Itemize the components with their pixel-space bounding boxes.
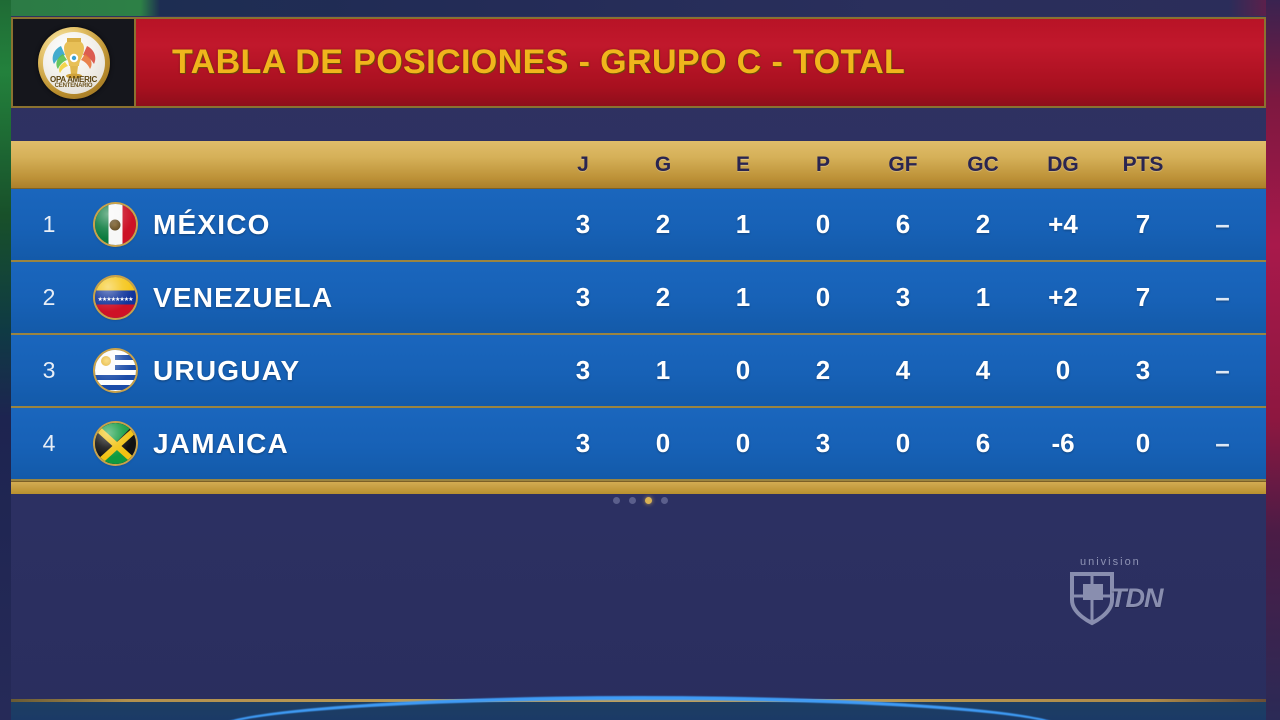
stat-p: 0 — [815, 209, 831, 239]
th-e: E — [735, 152, 750, 176]
univision-wordmark: univision — [1080, 556, 1141, 568]
pager-dot-1[interactable] — [612, 497, 620, 504]
header-banner: OPA AMERIC CENTENARIO TABLA DE POSICIONE… — [11, 17, 1266, 108]
table-bottom-bar — [11, 481, 1266, 494]
stat-p: 3 — [815, 428, 831, 458]
stat-gc: 1 — [975, 282, 991, 312]
stat-j: 3 — [575, 355, 591, 385]
th-pts: PTS — [1122, 152, 1164, 176]
pager-dot-3[interactable] — [644, 497, 652, 504]
flag-uruguay-icon — [94, 350, 136, 391]
th-g: G — [654, 152, 672, 176]
row-position: 2 — [42, 284, 56, 310]
stat-g: 1 — [655, 355, 671, 385]
stat-gf: 0 — [895, 428, 911, 458]
pager-dot-4[interactable] — [660, 497, 668, 504]
stat-g: 2 — [655, 282, 671, 312]
pager-dot-2[interactable] — [628, 497, 636, 504]
th-p: P — [815, 152, 830, 176]
row-position: 1 — [42, 211, 56, 237]
table-row[interactable]: 2 ★★★★★★★★ VENEZUELA 3 2 1 0 3 1 +2 7 – — [11, 262, 1266, 335]
flag-mexico-icon — [94, 204, 136, 245]
flag-jamaica-icon — [94, 423, 136, 464]
stat-pts: 7 — [1135, 282, 1151, 312]
flag-venezuela-icon: ★★★★★★★★ — [94, 277, 136, 318]
team-name: VENEZUELA — [153, 281, 334, 313]
stat-pts: 0 — [1135, 428, 1151, 458]
trophy-icon — [52, 37, 95, 78]
tournament-logo-box: OPA AMERIC CENTENARIO — [11, 17, 134, 108]
stat-pts: 7 — [1135, 209, 1151, 239]
table-row[interactable]: 4 JAMAICA 3 0 0 3 0 6 -6 0 – — [11, 408, 1266, 481]
stat-g: 2 — [655, 209, 671, 239]
top-edge-strip — [0, 0, 1280, 16]
stat-gc: 2 — [975, 209, 991, 239]
copa-america-centenario-logo: OPA AMERIC CENTENARIO — [37, 26, 110, 99]
stat-p: 2 — [815, 355, 831, 385]
stat-e: 0 — [735, 355, 751, 385]
stat-j: 3 — [575, 209, 591, 239]
stat-extra: – — [1215, 428, 1230, 458]
tdn-wordmark: TDN — [1110, 582, 1163, 613]
left-edge-strip — [0, 0, 11, 720]
stat-extra: – — [1215, 355, 1230, 385]
team-name: JAMAICA — [153, 427, 289, 459]
stat-gc: 6 — [975, 428, 991, 458]
page-title: TABLA DE POSICIONES - GRUPO C - TOTAL — [172, 43, 906, 81]
stat-j: 3 — [575, 428, 591, 458]
stat-g: 0 — [655, 428, 671, 458]
stat-dg: -6 — [1051, 428, 1075, 458]
th-dg: DG — [1047, 152, 1079, 176]
table-row[interactable]: 3 URUGUAY 3 1 0 2 4 4 0 3 – — [11, 335, 1266, 408]
team-name: MÉXICO — [153, 208, 271, 240]
row-position: 4 — [42, 430, 56, 456]
table-row[interactable]: 1 MÉXICO 3 2 1 0 6 2 +4 7 – — [11, 189, 1266, 262]
shield-icon — [1070, 572, 1114, 626]
table-header-row: J G E P GF GC DG PTS — [11, 141, 1266, 189]
stat-e: 0 — [735, 428, 751, 458]
stat-gf: 3 — [895, 282, 911, 312]
stat-pts: 3 — [1135, 355, 1151, 385]
th-gc: GC — [967, 152, 999, 176]
right-edge-strip — [1266, 0, 1280, 720]
univision-tdn-watermark: univision TDN — [1068, 556, 1188, 626]
th-j: J — [577, 152, 589, 176]
team-name: URUGUAY — [153, 354, 301, 386]
stat-e: 1 — [735, 282, 751, 312]
pager-dots[interactable] — [0, 497, 1280, 504]
standings-table: J G E P GF GC DG PTS 1 MÉXICO 3 2 1 0 6 … — [11, 141, 1266, 494]
logo-wordmark: OPA AMERIC CENTENARIO — [50, 74, 97, 89]
stat-gc: 4 — [975, 355, 991, 385]
row-position: 3 — [42, 357, 56, 383]
stat-p: 0 — [815, 282, 831, 312]
stat-dg: +2 — [1048, 282, 1078, 312]
stat-dg: +4 — [1048, 209, 1078, 239]
stat-extra: – — [1215, 209, 1230, 239]
stat-gf: 6 — [895, 209, 911, 239]
stat-j: 3 — [575, 282, 591, 312]
stat-gf: 4 — [895, 355, 911, 385]
title-bar: TABLA DE POSICIONES - GRUPO C - TOTAL — [134, 17, 1266, 108]
th-gf: GF — [888, 152, 918, 176]
stat-dg: 0 — [1055, 355, 1071, 385]
stat-e: 1 — [735, 209, 751, 239]
stat-extra: – — [1215, 282, 1230, 312]
